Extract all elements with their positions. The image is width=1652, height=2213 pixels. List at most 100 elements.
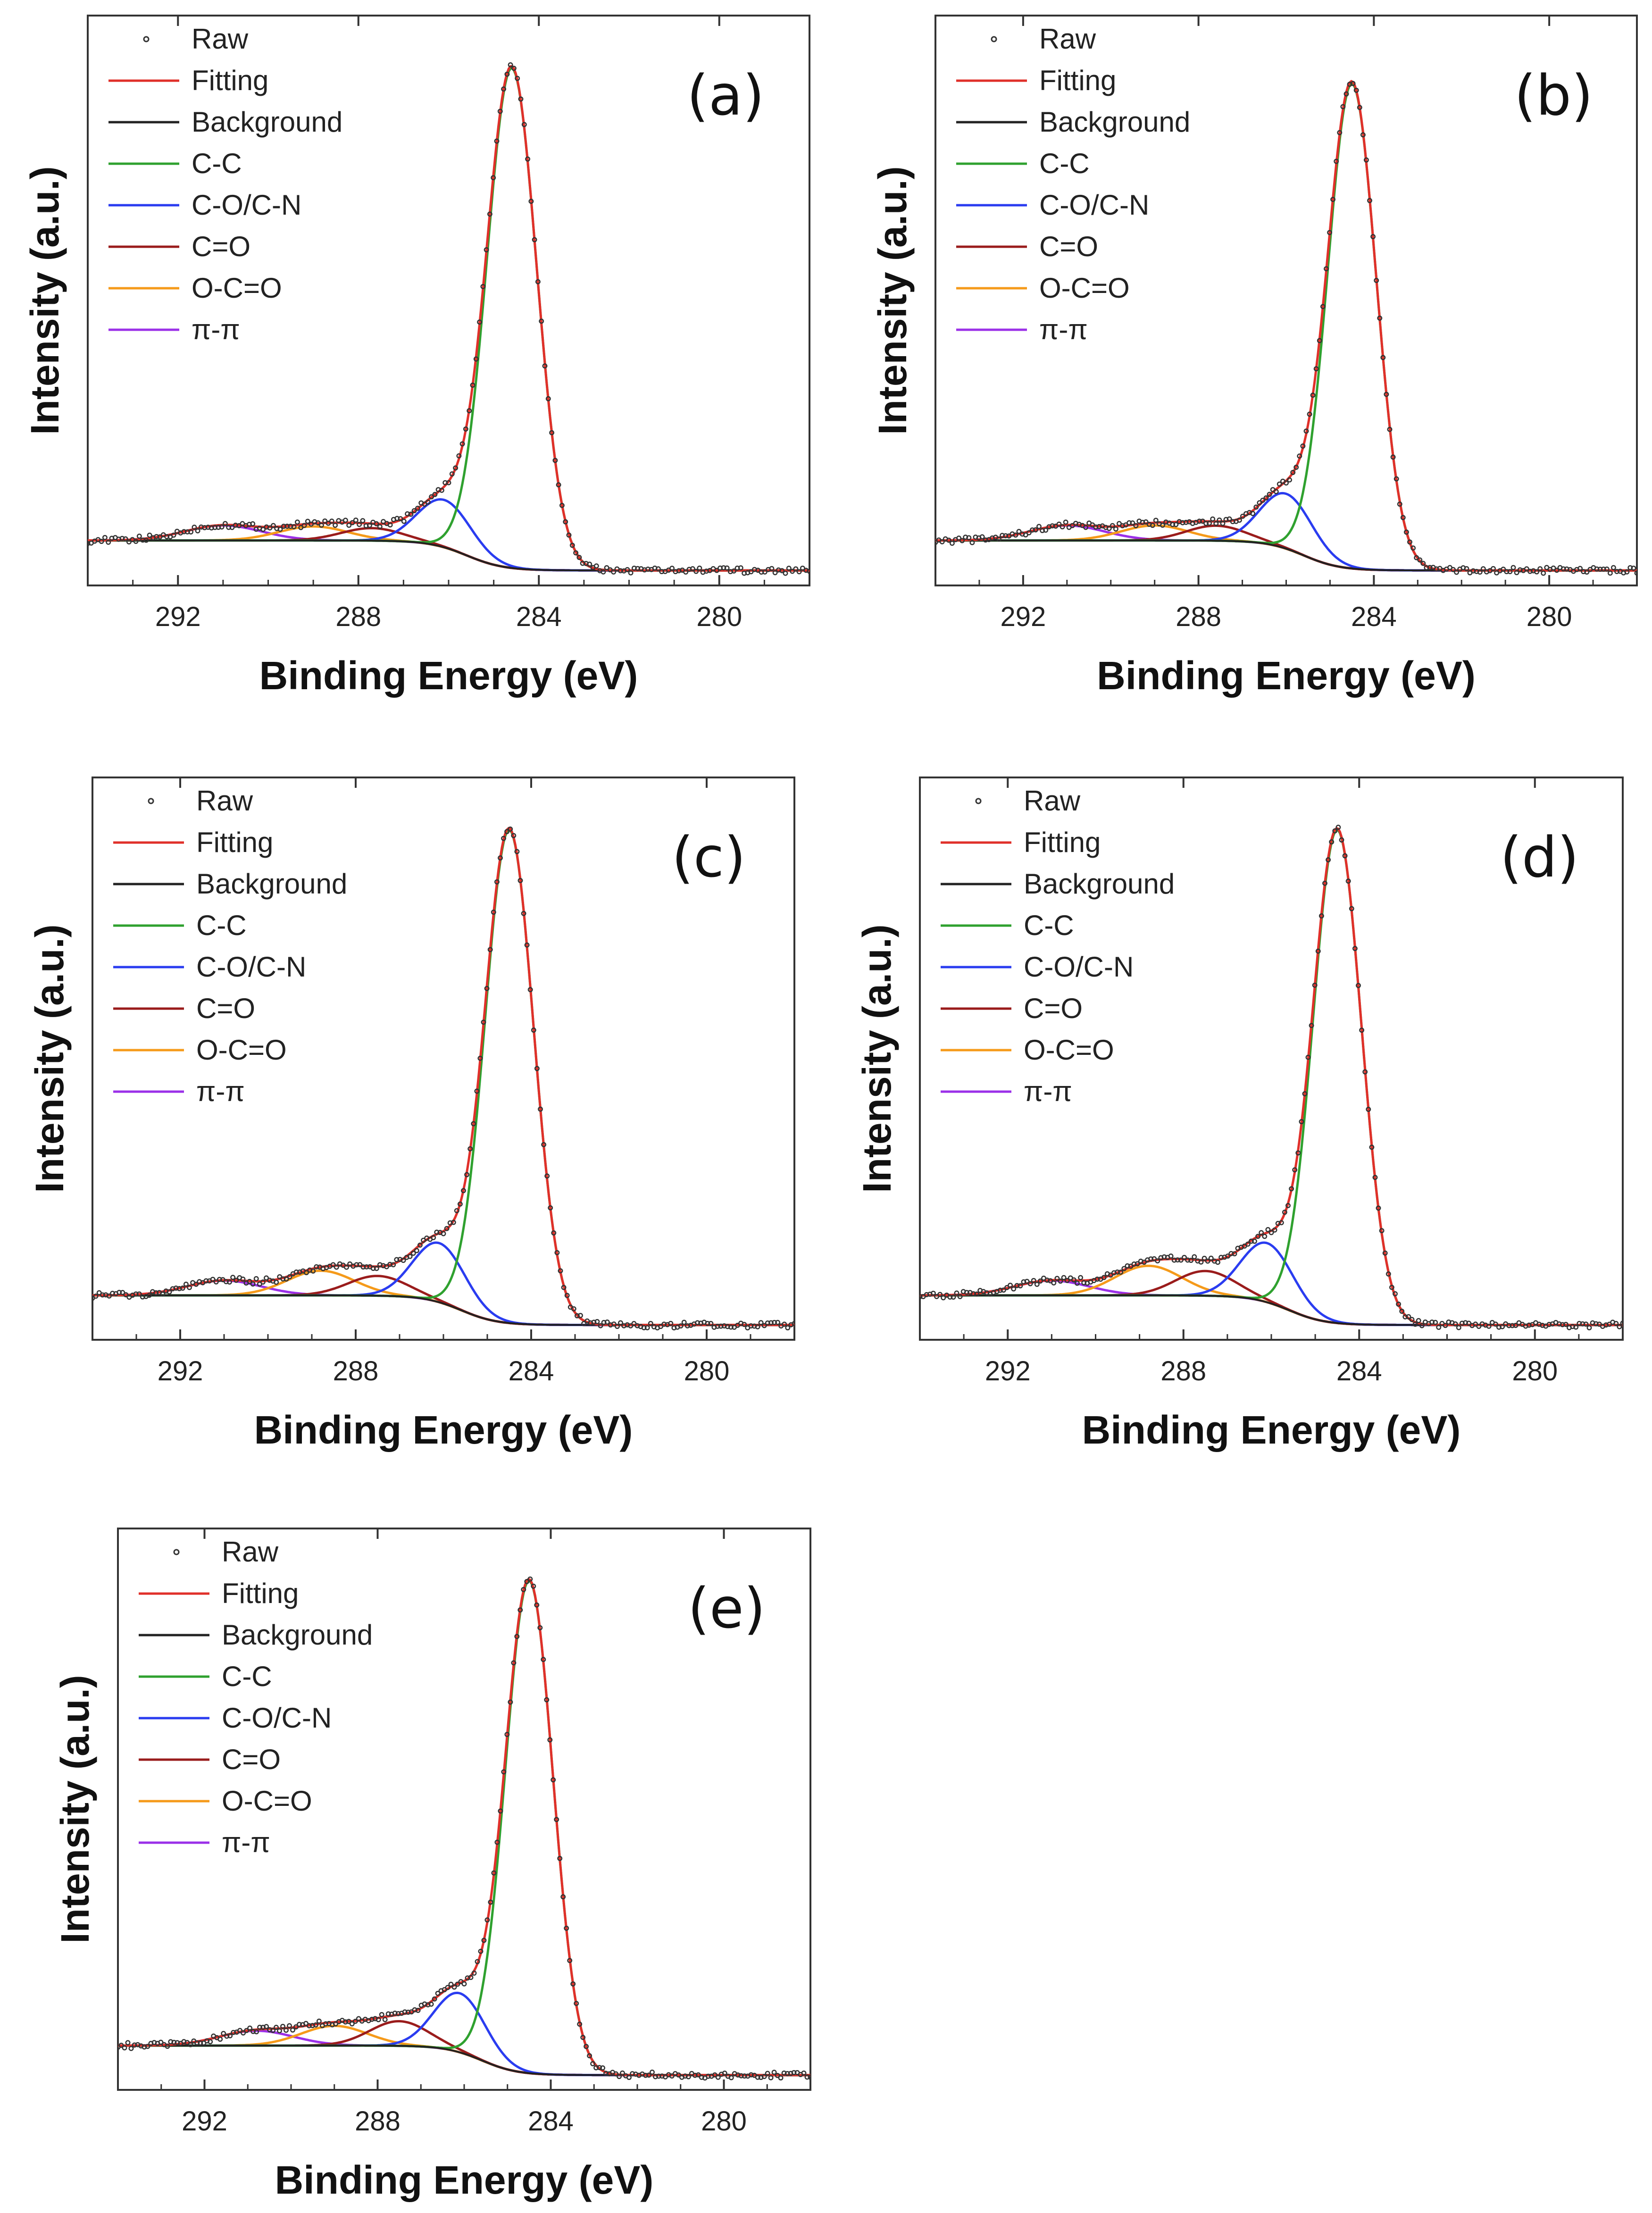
raw-point	[431, 1235, 436, 1240]
raw-point	[1573, 1324, 1579, 1330]
raw-point	[1513, 1323, 1519, 1328]
panel-label: (e)	[688, 1576, 766, 1641]
raw-point	[738, 565, 743, 571]
raw-point	[250, 521, 256, 526]
raw-point	[461, 1188, 466, 1194]
raw-point	[1400, 515, 1406, 520]
raw-point	[465, 1975, 470, 1981]
raw-point	[253, 1276, 259, 1281]
raw-point	[531, 1027, 536, 1033]
raw-point	[1477, 569, 1483, 575]
raw-point	[314, 1264, 319, 1269]
raw-point	[1466, 1320, 1472, 1326]
raw-point	[387, 522, 393, 528]
raw-point	[771, 2070, 777, 2075]
raw-point	[1406, 1314, 1411, 1319]
raw-point	[1357, 105, 1362, 110]
raw-point	[192, 525, 197, 530]
raw-point	[432, 1996, 437, 2002]
raw-point	[534, 1066, 540, 1071]
raw-point	[1207, 520, 1212, 526]
raw-point	[628, 1323, 634, 1328]
raw-point	[1054, 1276, 1060, 1281]
raw-point	[457, 1201, 463, 1207]
raw-point	[234, 1278, 239, 1283]
raw-point	[1182, 1254, 1187, 1260]
legend-label: O-C=O	[1024, 1034, 1114, 1066]
raw-point	[1268, 1230, 1274, 1236]
raw-point	[318, 522, 324, 528]
raw-point	[1524, 566, 1529, 572]
raw-point	[375, 2017, 381, 2022]
raw-point	[470, 383, 476, 388]
raw-point	[804, 2074, 810, 2080]
raw-point	[401, 518, 407, 524]
raw-point	[183, 1281, 189, 1287]
raw-point	[1507, 569, 1513, 575]
raw-point	[791, 2070, 797, 2075]
raw-point	[123, 1292, 129, 1298]
raw-point	[607, 567, 613, 573]
raw-point	[158, 2039, 164, 2045]
raw-point	[731, 568, 737, 574]
legend-label: C-C	[192, 148, 242, 179]
legend-label: Fitting	[1039, 65, 1116, 96]
raw-point	[1419, 1323, 1425, 1328]
raw-point	[564, 1925, 569, 1931]
raw-point	[748, 2072, 754, 2078]
raw-point	[230, 1275, 236, 1280]
raw-point	[718, 1323, 724, 1329]
raw-point	[122, 2045, 127, 2051]
raw-point	[1370, 234, 1376, 240]
raw-point	[391, 1262, 396, 1268]
raw-point	[1075, 1280, 1080, 1286]
raw-point	[511, 833, 517, 838]
x-tick-label: 288	[335, 601, 381, 632]
raw-point	[625, 567, 630, 572]
chart-panel-c: 292 288 284 280 Binding Energy (eV) Intensity…	[27, 777, 795, 1452]
raw-point	[1337, 130, 1343, 135]
raw-point	[264, 1275, 269, 1281]
raw-point	[1143, 519, 1149, 525]
raw-point	[598, 1323, 603, 1328]
raw-point	[1436, 1325, 1442, 1330]
x-tick-label: 280	[1512, 1356, 1558, 1386]
raw-point	[697, 565, 702, 571]
raw-point	[484, 1917, 490, 1923]
raw-point	[643, 2072, 648, 2078]
raw-point	[1150, 523, 1155, 528]
raw-point	[382, 2017, 388, 2022]
raw-point	[145, 2044, 150, 2049]
raw-point	[551, 1230, 557, 1236]
raw-data-points	[88, 62, 809, 576]
raw-point	[449, 471, 455, 477]
raw-point	[1293, 465, 1299, 470]
raw-point	[1349, 906, 1354, 911]
raw-point	[949, 541, 955, 546]
raw-point	[762, 569, 768, 575]
raw-point	[1050, 523, 1055, 529]
raw-point	[1101, 1275, 1107, 1280]
raw-point	[435, 1990, 441, 1996]
raw-point	[219, 524, 225, 530]
raw-point	[1278, 1220, 1284, 1226]
raw-point	[410, 1251, 416, 1256]
raw-point	[484, 247, 489, 252]
raw-point	[360, 518, 366, 524]
raw-point	[277, 526, 283, 532]
raw-point	[188, 2042, 193, 2047]
raw-point	[1170, 522, 1176, 527]
raw-point	[501, 835, 506, 841]
raw-point	[160, 1291, 166, 1297]
raw-point	[367, 523, 372, 528]
raw-point	[678, 1323, 684, 1329]
raw-point	[147, 533, 152, 538]
x-tick-label: 288	[333, 1356, 379, 1386]
raw-point	[557, 1855, 563, 1861]
raw-point	[334, 1264, 339, 1270]
raw-point	[504, 1732, 510, 1737]
raw-point	[123, 536, 128, 542]
raw-point	[782, 1321, 787, 1327]
raw-point	[775, 1319, 781, 1325]
raw-point	[603, 2071, 609, 2076]
